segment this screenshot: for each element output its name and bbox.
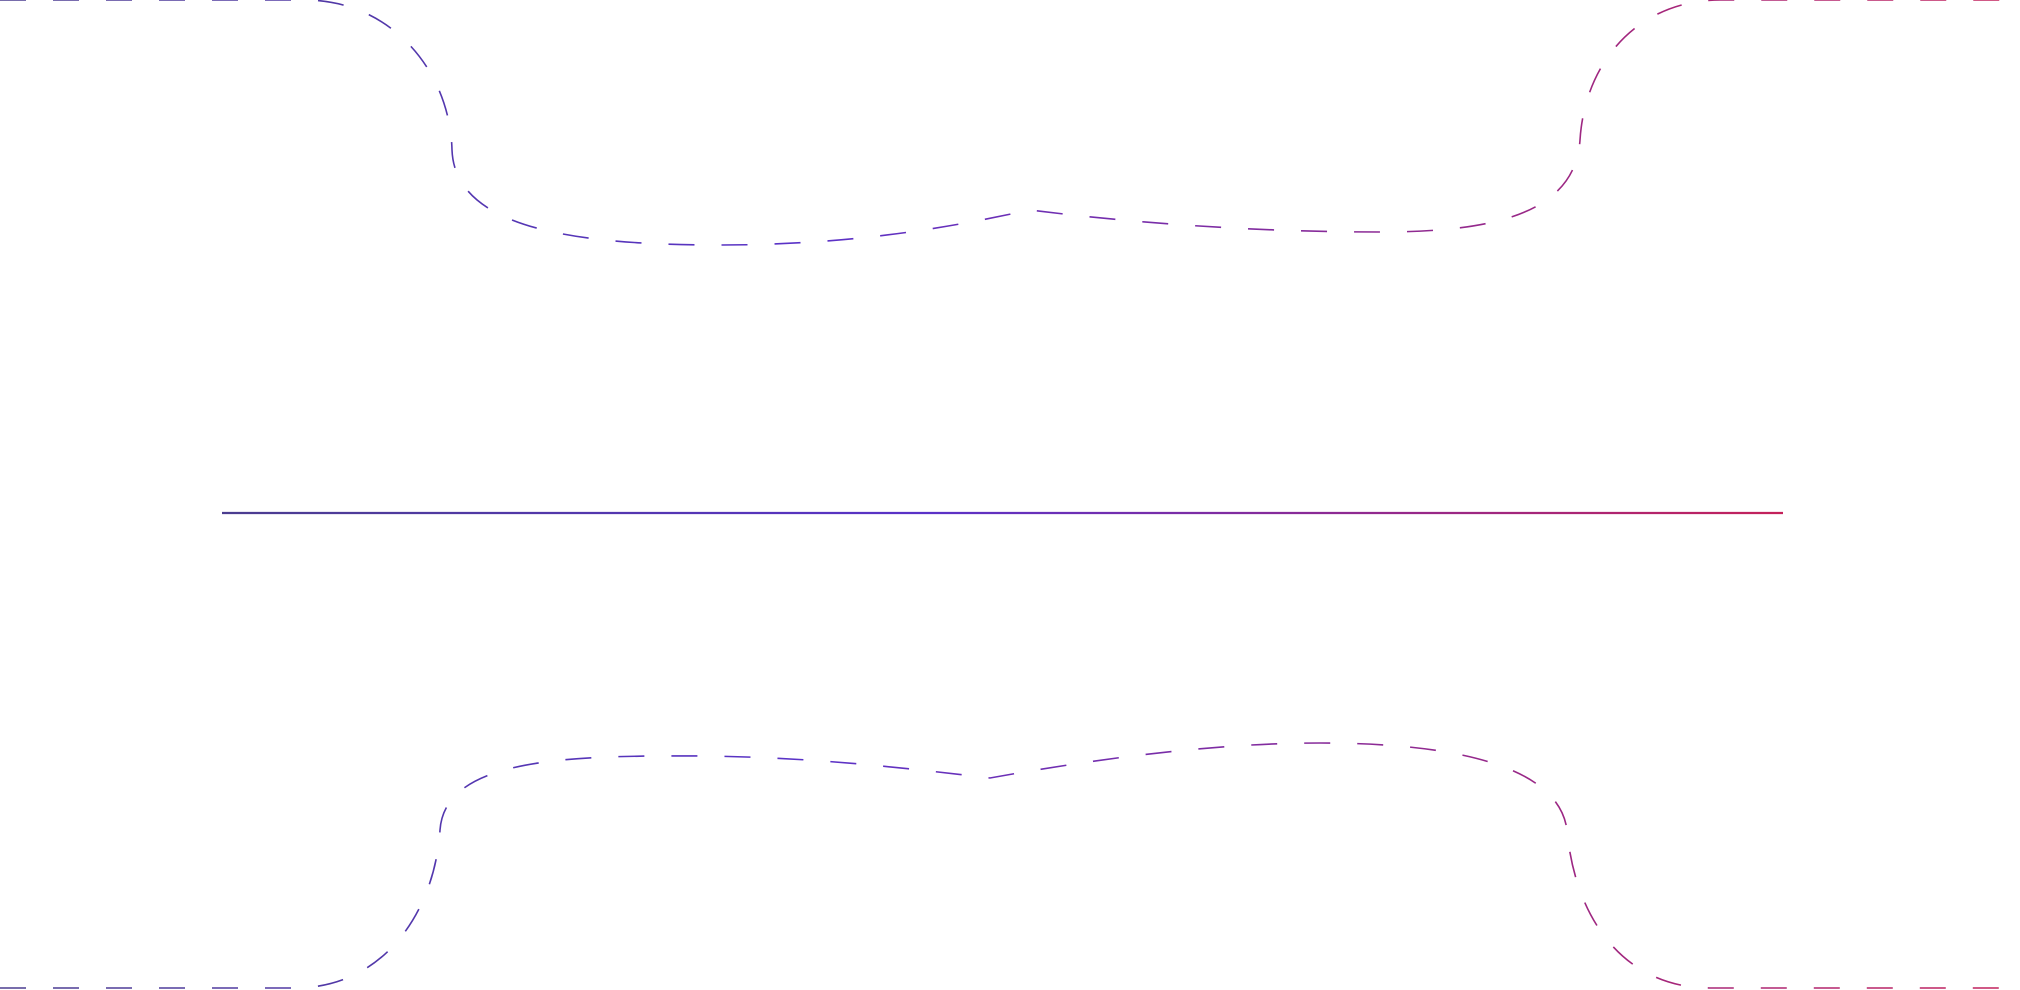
- top-dashed-wave: [0, 0, 2020, 246]
- bottom-dashed-wave: [0, 742, 2020, 989]
